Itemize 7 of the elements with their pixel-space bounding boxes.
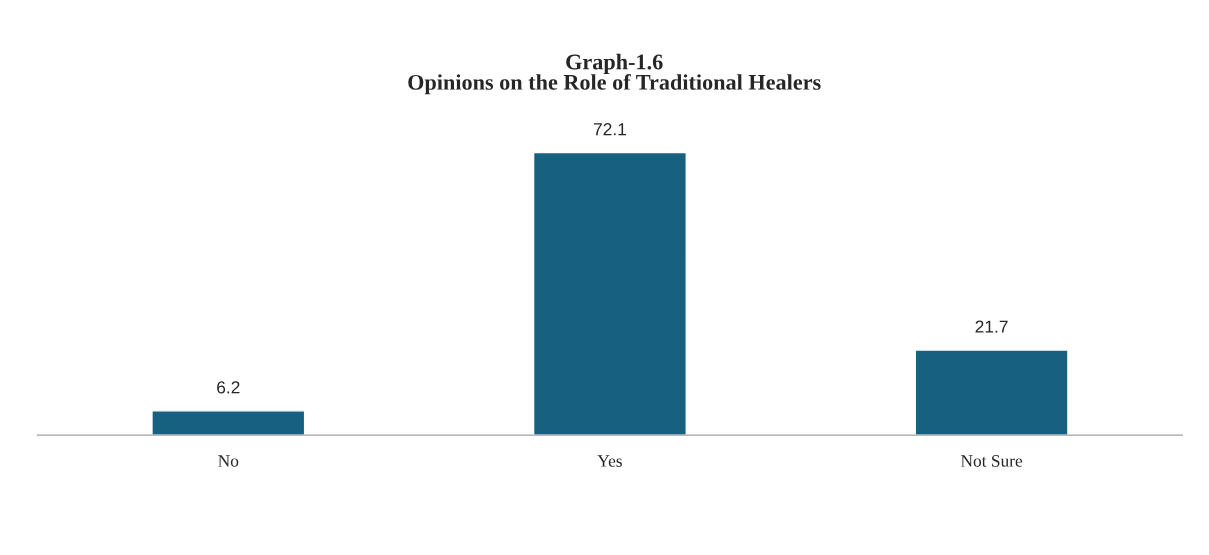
data-label: 6.2 <box>217 381 240 394</box>
x-tick-label: Not Sure <box>960 455 1023 467</box>
x-tick-label: Yes <box>597 455 622 467</box>
x-tick-label: No <box>218 455 239 467</box>
chart-title: Graph-1.6 Opinions on the Role of Traditional Healers <box>408 53 821 95</box>
data-label: 72.1 <box>593 123 626 136</box>
data-label: 21.7 <box>975 320 1008 333</box>
